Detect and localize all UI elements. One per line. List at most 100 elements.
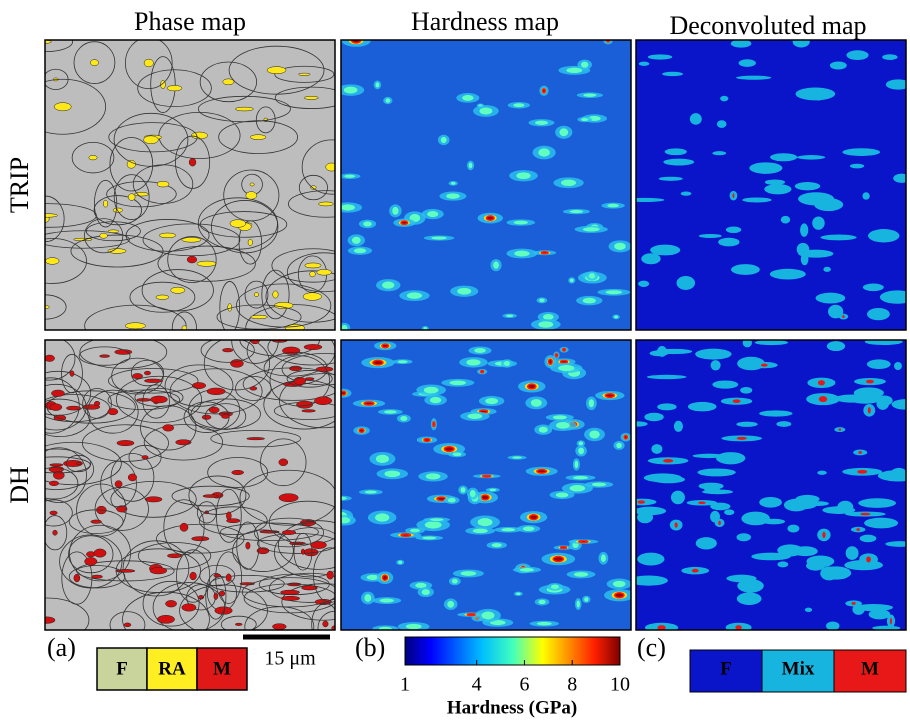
grain [150,56,176,113]
phase [188,158,197,167]
grain [45,230,130,249]
phase [66,405,81,411]
m-region [736,436,747,440]
grain [93,195,142,226]
phase [141,455,149,460]
phase [191,131,208,140]
grain [298,174,328,201]
hard-spot [423,326,428,330]
hard-spot [516,172,531,180]
mix-region [823,266,831,272]
colorbar-tick-label: 1 [400,674,410,696]
phase [82,404,101,410]
hard-spot [472,528,488,534]
hard-spot [429,396,442,404]
grain [137,69,212,108]
phase [156,180,170,188]
m-region [822,531,826,539]
mix-region [867,307,890,321]
panel-label: (a) [47,633,76,662]
hard-spot [446,193,460,199]
phase [191,382,207,389]
mix-region [808,501,829,507]
hard-spot [351,236,361,244]
mix-region [647,54,673,60]
hard-spot [589,273,595,279]
mix-region [872,625,901,630]
phase [75,462,82,465]
mix-region [636,421,648,427]
grain [199,564,236,587]
grain [255,106,276,134]
phase [155,294,170,300]
m-region [889,617,893,625]
phase [249,182,255,187]
phase [73,573,81,583]
grain [45,441,122,486]
mix-region [646,374,687,380]
hard-core [614,592,625,599]
mix-region [740,386,753,394]
mix-region [759,497,782,508]
m-region [858,450,862,454]
phase [302,292,322,301]
phase [45,213,58,218]
mix-region [777,561,789,568]
phase [289,365,303,372]
phase [93,400,101,406]
phase [143,58,154,68]
mix-region [795,87,836,101]
grain [288,190,335,218]
mix-region [676,276,696,290]
mix-region [800,223,809,237]
mix-region [731,264,760,275]
hard-spot [542,314,554,320]
hard-core [381,574,389,581]
m-region [732,193,735,199]
grain [157,245,256,282]
hard-spot [581,117,589,122]
mix-region [826,341,846,352]
map-frame [340,339,632,631]
phase [52,529,58,536]
hard-spot [538,426,548,433]
m-region [838,428,842,431]
grain [198,506,268,536]
phase [144,496,163,503]
grain [82,388,112,419]
hard-core [554,353,559,358]
phase [116,505,128,513]
hard-spot [452,452,462,457]
grain [45,467,79,500]
hard-spot [450,181,456,185]
phase [201,414,212,420]
phase [301,585,318,591]
grain [68,565,126,589]
phase [247,238,253,246]
colorbar-tick-label: 10 [610,674,630,696]
phase [49,403,63,411]
phase-legend: F RA M [96,647,248,691]
phase [84,557,98,566]
mix-region [826,621,840,630]
grain [45,40,73,53]
hard-core [481,474,492,478]
hard-spot [457,287,472,295]
phase [231,469,244,475]
phase [280,595,301,601]
phase [229,219,247,228]
hard-core [528,514,539,521]
hard-spot [538,599,546,605]
hard-spot [506,314,514,318]
phase [45,40,52,44]
grain [76,560,175,582]
legend-label: Mix [782,658,815,679]
mix-region [876,395,893,406]
colorbar-ticks: 1 4 6 8 10 [400,660,630,696]
hard-spot [535,120,548,125]
phase [322,620,329,628]
grain [130,359,165,387]
column-title: Phase map [134,7,246,36]
map-panel [635,39,907,331]
hard-spot [551,584,559,590]
